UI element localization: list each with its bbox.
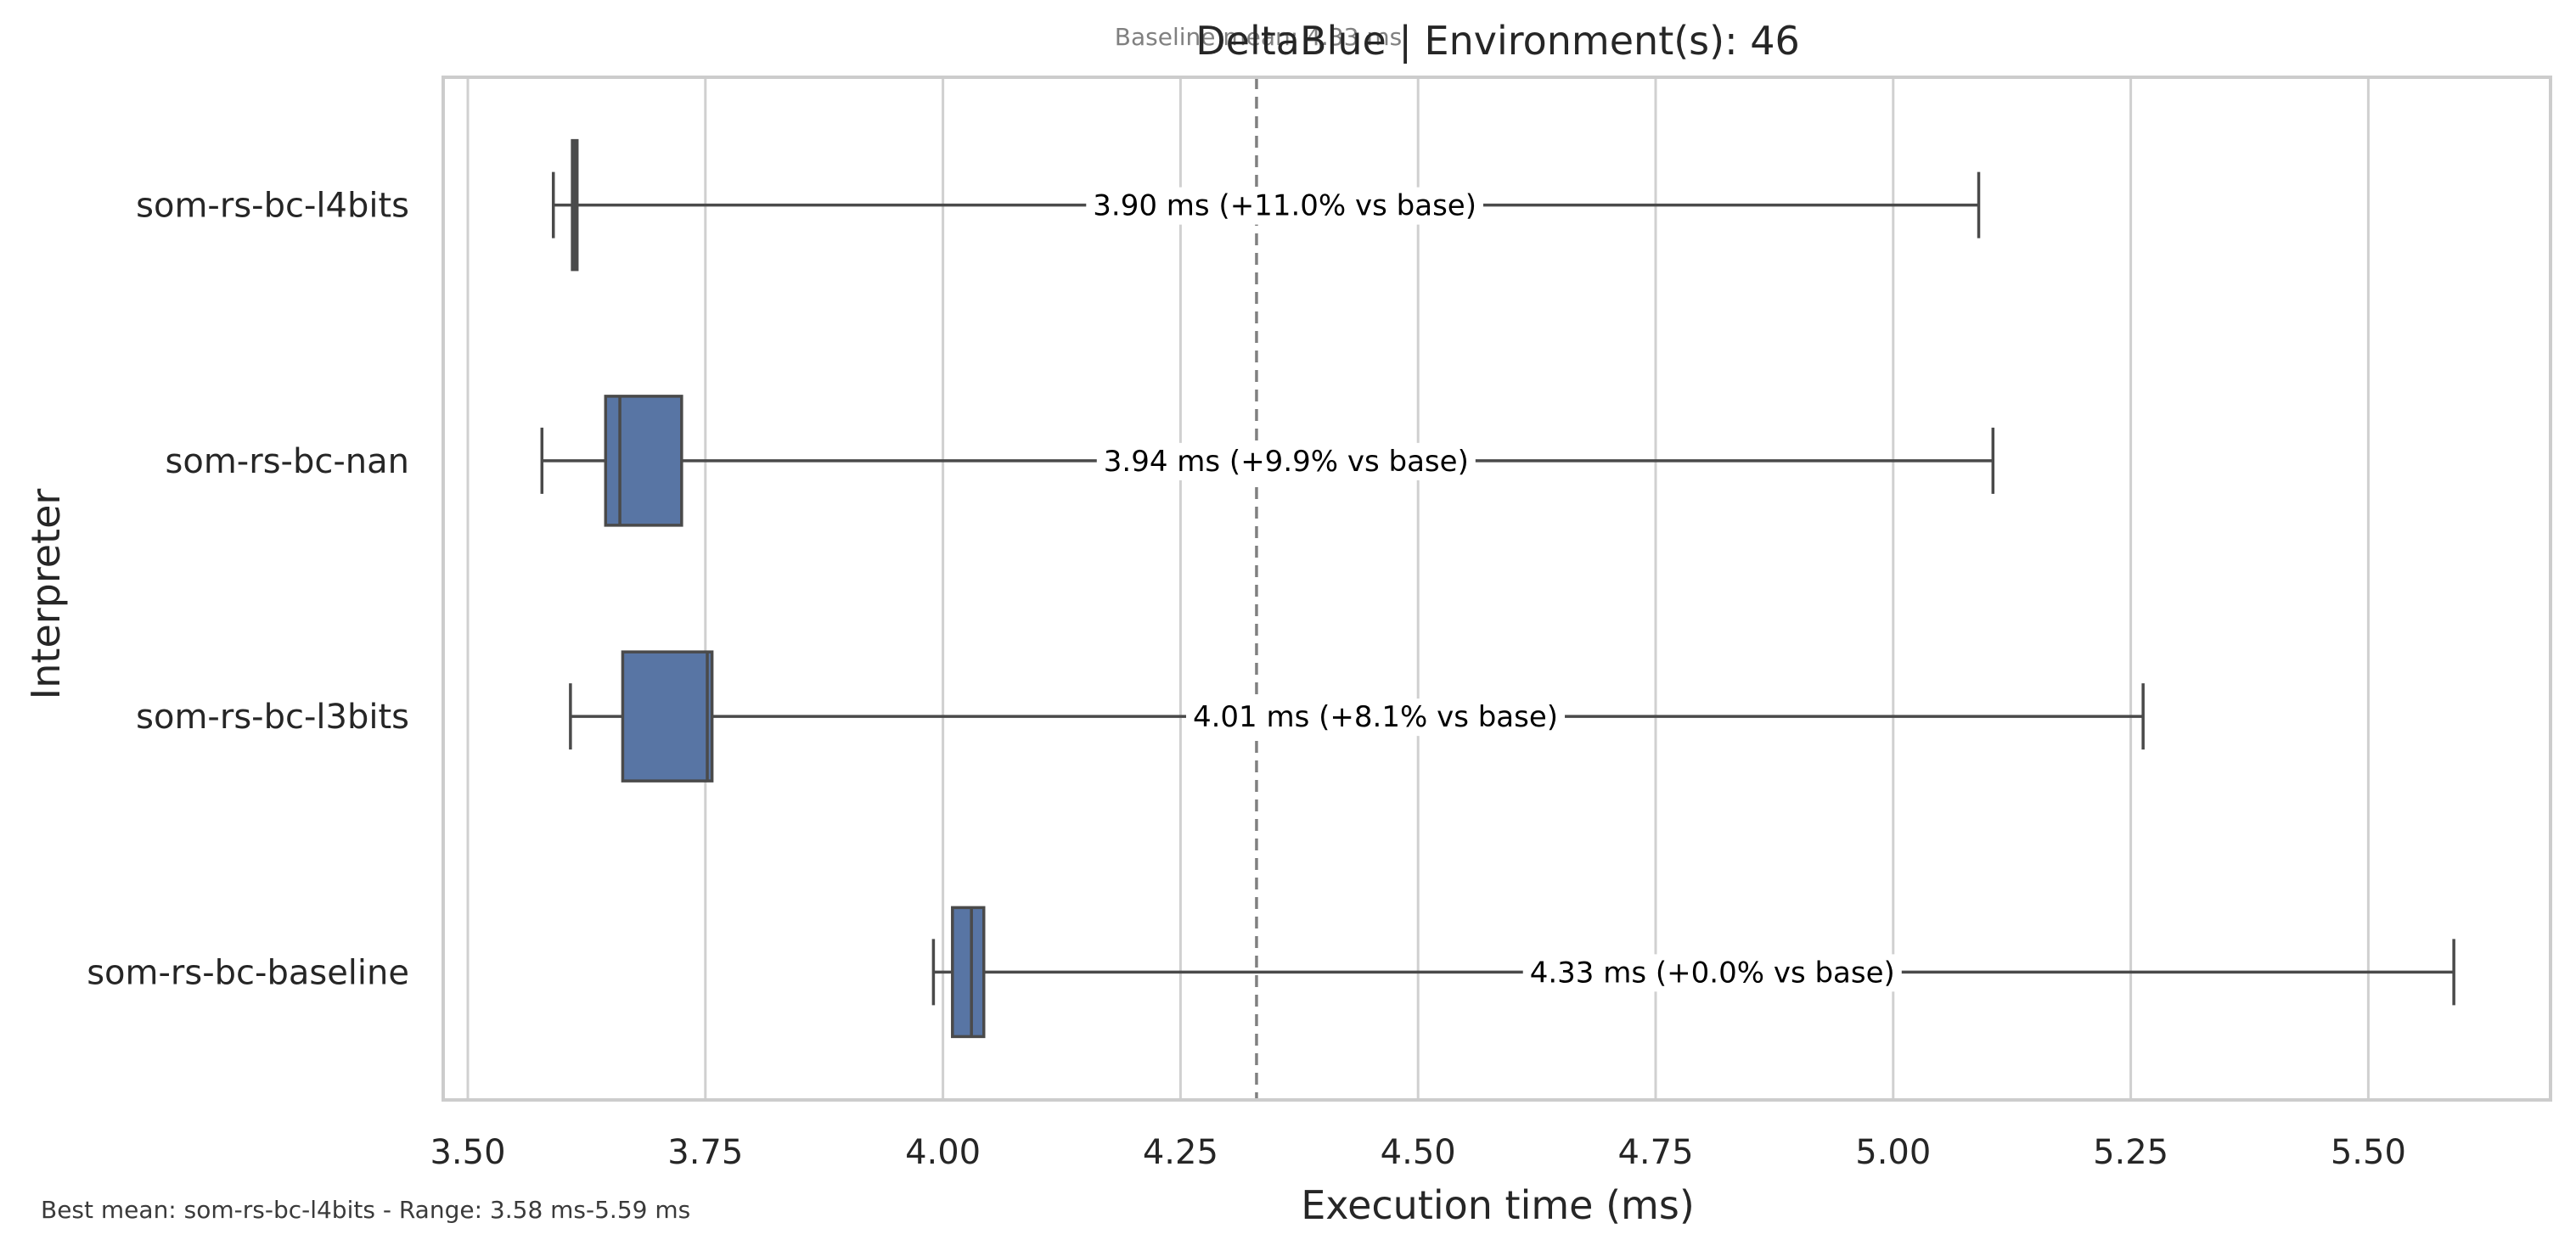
grid-lines [466,77,2370,1100]
x-tick-label: 4.75 [1617,1133,1693,1172]
x-tick-label: 5.00 [1855,1133,1931,1172]
box-label-background [1185,698,1566,737]
y-tick-label: som-rs-bc-l3bits [136,698,409,737]
box-som-rs-bc-l4bits: 3.90 ms (+11.0% vs base) [551,138,1981,272]
box-label-background [1086,187,1483,225]
box-som-rs-bc-baseline: 4.33 ms (+0.0% vs base) [931,906,2455,1039]
x-tick-label: 3.50 [430,1133,505,1172]
x-tick-label: 4.25 [1143,1133,1218,1172]
box-som-rs-bc-l3bits: 4.01 ms (+8.1% vs base) [569,650,2145,783]
box-label-background [1522,954,1902,992]
footer-note: Best mean: som-rs-bc-l4bits - Range: 3.5… [41,1196,690,1224]
box-annotation-label: 4.33 ms (+0.0% vs base) [1530,956,1895,990]
y-tick-label: som-rs-bc-baseline [87,953,409,992]
box-plot-series: 3.90 ms (+11.0% vs base) 3.94 ms (+9.9% v… [540,138,2455,1039]
x-tick-label: 5.25 [2093,1133,2168,1172]
box-iqr [951,906,986,1039]
x-tick-label: 5.50 [2331,1133,2406,1172]
y-tick-label: som-rs-bc-nan [166,442,409,481]
y-axis-ticks: som-rs-bc-l4bits som-rs-bc-nan som-rs-bc-l… [87,187,409,993]
chart-title: DeltaBlue | Environment(s): 46 [1195,18,1800,65]
box-annotation-label: 4.01 ms (+8.1% vs base) [1193,700,1558,734]
x-axis-ticks: 3.50 3.75 4.00 4.25 4.50 4.75 5.00 5.25 5.50 [430,1133,2405,1172]
box-iqr [604,395,683,527]
box-iqr [621,650,714,783]
x-tick-label: 4.00 [905,1133,981,1172]
box-label-background [1096,442,1476,480]
box-som-rs-bc-nan: 3.94 ms (+9.9% vs base) [540,395,1995,527]
x-tick-label: 3.75 [667,1133,743,1172]
box-annotation-label: 3.90 ms (+11.0% vs base) [1093,189,1476,223]
x-axis-label: Execution time (ms) [1301,1182,1695,1228]
box-annotation-label: 3.94 ms (+9.9% vs base) [1104,445,1469,479]
baseline-mean-note: Baseline mean: 4.33 ms [1115,23,1402,51]
plot-frame [442,76,2552,1102]
x-tick-label: 4.50 [1381,1133,1456,1172]
y-axis-label: Interpreter [23,489,69,700]
y-tick-label: som-rs-bc-l4bits [136,187,409,226]
